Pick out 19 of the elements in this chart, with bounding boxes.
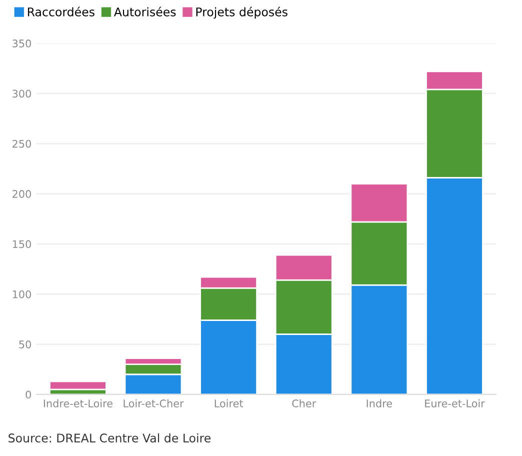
y-tick-label: 250 [12, 140, 31, 148]
x-tick-label: Eure-et-Loir [425, 399, 485, 408]
x-tick-label: Loir-et-Cher [124, 399, 184, 408]
x-tick-label: Indre-et-Loire [44, 399, 112, 408]
y-tick-label: 200 [12, 190, 31, 198]
y-tick-label: 50 [19, 340, 31, 348]
legend-label: Projets déposés [196, 6, 288, 19]
legend-label: Raccordées [28, 6, 94, 16]
x-tick-label: Cher [292, 399, 316, 408]
y-tick-label: 300 [12, 90, 31, 98]
x-tick-label: Indre [366, 399, 392, 408]
y-tick-label: 150 [12, 240, 31, 248]
x-tick-label: Loiret [214, 399, 244, 408]
y-tick-label: 350 [12, 40, 31, 48]
y-tick-label: 0 [26, 390, 31, 399]
bar [49, 380, 107, 390]
source-note: Source: DREAL Centre Val de Loire [8, 433, 211, 442]
y-tick-label: 100 [12, 290, 31, 298]
legend-label: Autorisées [114, 6, 176, 16]
